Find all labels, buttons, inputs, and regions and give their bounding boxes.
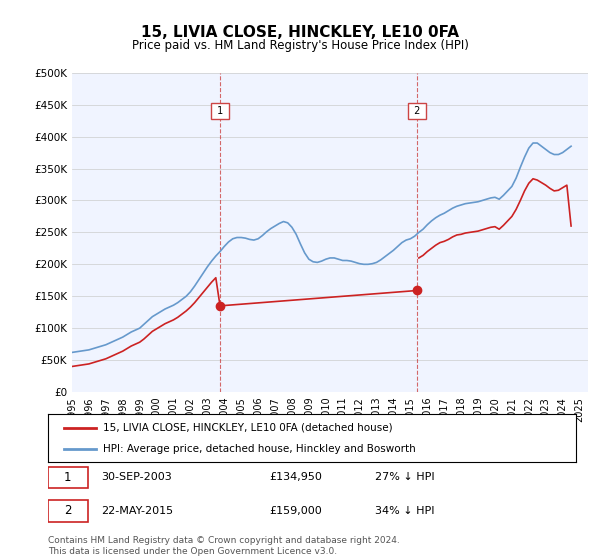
Text: 2: 2 [64,505,71,517]
Text: Contains HM Land Registry data © Crown copyright and database right 2024.
This d: Contains HM Land Registry data © Crown c… [48,536,400,556]
Text: 2: 2 [411,106,424,116]
Text: 22-MAY-2015: 22-MAY-2015 [101,506,173,516]
Text: Price paid vs. HM Land Registry's House Price Index (HPI): Price paid vs. HM Land Registry's House … [131,39,469,52]
Text: £134,950: £134,950 [270,473,323,483]
Text: £159,000: £159,000 [270,506,323,516]
Text: 1: 1 [214,106,226,116]
Text: HPI: Average price, detached house, Hinckley and Bosworth: HPI: Average price, detached house, Hinc… [103,444,416,454]
FancyBboxPatch shape [48,500,88,522]
Text: 1: 1 [64,471,71,484]
Text: 30-SEP-2003: 30-SEP-2003 [101,473,172,483]
Text: 27% ↓ HPI: 27% ↓ HPI [376,473,435,483]
Text: 15, LIVIA CLOSE, HINCKLEY, LE10 0FA (detached house): 15, LIVIA CLOSE, HINCKLEY, LE10 0FA (det… [103,423,393,433]
FancyBboxPatch shape [48,466,88,488]
Text: 34% ↓ HPI: 34% ↓ HPI [376,506,435,516]
Text: 15, LIVIA CLOSE, HINCKLEY, LE10 0FA: 15, LIVIA CLOSE, HINCKLEY, LE10 0FA [141,25,459,40]
